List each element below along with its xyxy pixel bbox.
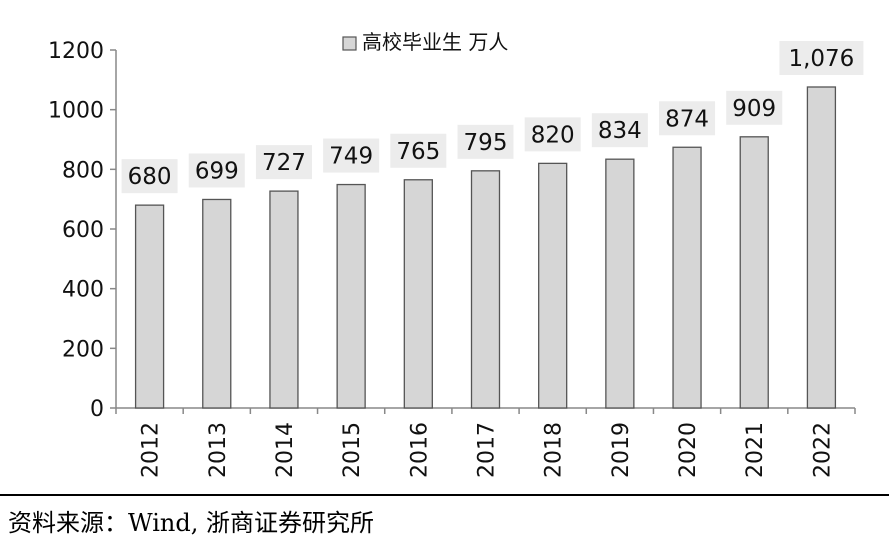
bar-2015 [336, 183, 366, 409]
x-tick-label-2022: 2022 [810, 422, 835, 478]
data-label-2018: 820 [531, 122, 575, 148]
bar-2021 [739, 136, 769, 409]
divider-line [0, 494, 889, 496]
data-label-bg [524, 117, 581, 152]
y-tick-label: 0 [90, 397, 104, 422]
x-tick-label-2020: 2020 [676, 422, 701, 478]
x-tick-label-2021: 2021 [743, 422, 768, 478]
bar-2014 [269, 190, 299, 409]
data-label-bg [659, 101, 716, 136]
data-label-2017: 795 [464, 130, 508, 156]
y-tick-label: 1200 [48, 39, 104, 64]
data-label-bg [255, 145, 312, 180]
bar-2017 [470, 170, 501, 409]
source-note: 资料来源：Wind, 浙商证券研究所 [8, 509, 374, 537]
bar-2022 [806, 86, 837, 409]
data-label-bg [323, 138, 380, 173]
bar-2018 [538, 162, 568, 409]
legend-swatch [342, 36, 357, 51]
bar-2012 [134, 204, 165, 409]
data-label-bg [591, 113, 648, 148]
bar-2013 [202, 198, 232, 409]
y-tick-label: 1000 [48, 99, 104, 124]
data-label-2020: 874 [665, 106, 709, 132]
x-tick-label-2016: 2016 [407, 422, 432, 478]
data-label-bg [726, 90, 783, 125]
data-label-bg [188, 153, 245, 188]
y-tick-label: 600 [62, 218, 104, 243]
bar-2020 [672, 146, 702, 409]
x-tick-label-2015: 2015 [340, 422, 365, 478]
y-tick-label: 800 [62, 158, 104, 183]
data-label-bg [390, 133, 447, 168]
data-label-2014: 727 [262, 150, 306, 176]
data-label-2022: 1,076 [788, 46, 854, 72]
data-label-2019: 834 [598, 118, 642, 144]
bar-2019 [605, 158, 635, 409]
data-label-2013: 699 [195, 158, 239, 184]
data-label-2015: 749 [329, 144, 373, 170]
x-tick-label-2019: 2019 [609, 422, 634, 478]
data-label-bg [121, 159, 178, 194]
data-label-bg [457, 124, 514, 159]
bar-2016 [403, 179, 433, 409]
x-tick-label-2013: 2013 [206, 422, 231, 478]
y-tick-label: 200 [62, 337, 104, 362]
legend: 高校毕业生 万人 [342, 30, 508, 54]
data-label-bg [779, 40, 864, 75]
data-label-2012: 680 [128, 164, 172, 190]
bar-chart: 高校毕业生 万人 0 200 400 600 800 1000 1200 680 699 727… [48, 30, 864, 478]
x-tick-label-2018: 2018 [542, 422, 567, 478]
x-tick-label-2014: 2014 [273, 422, 298, 478]
x-tick-label-2012: 2012 [139, 422, 164, 478]
data-label-2016: 765 [396, 139, 440, 165]
legend-label: 高校毕业生 万人 [362, 30, 508, 54]
y-tick-label: 400 [62, 278, 104, 303]
data-label-2021: 909 [732, 96, 776, 122]
x-tick-label-2017: 2017 [475, 422, 500, 478]
